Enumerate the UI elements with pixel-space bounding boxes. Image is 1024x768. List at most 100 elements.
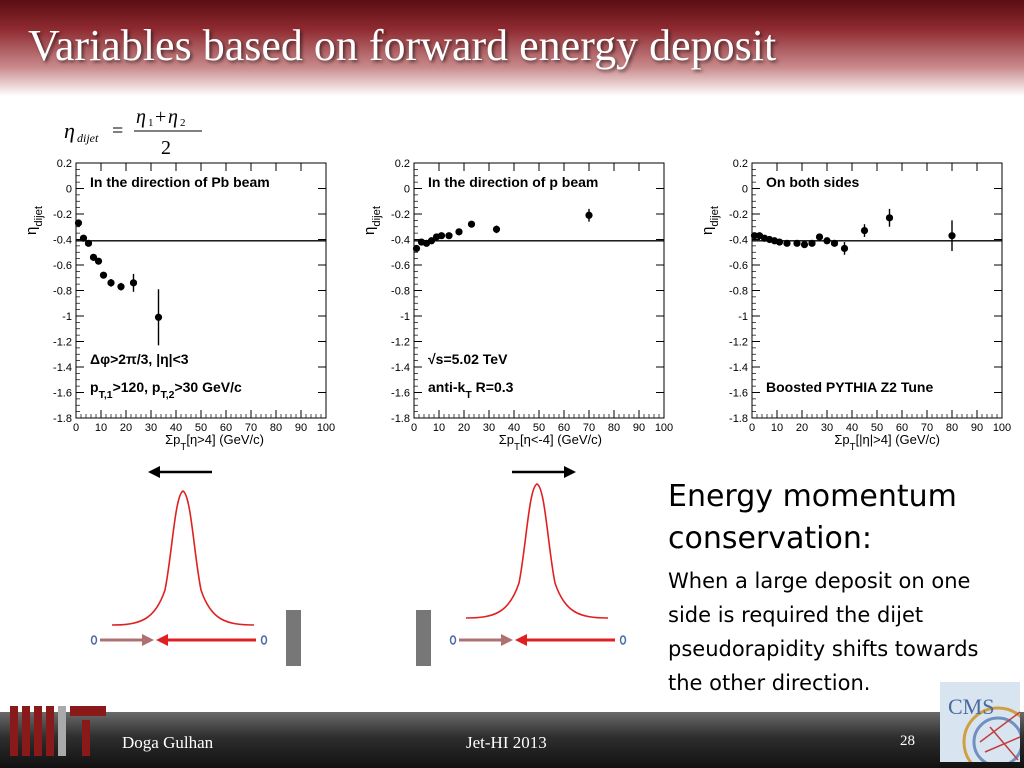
x-axis-label: ΣpT[η<-4] (GeV/c) bbox=[499, 432, 602, 453]
x-tick-label: 40 bbox=[170, 422, 182, 434]
detector-block-right bbox=[416, 610, 431, 666]
formula-num-a: η bbox=[136, 106, 146, 128]
y-tick-label: -1 bbox=[738, 311, 748, 323]
energy-deposit-curve-left bbox=[111, 490, 255, 626]
energy-deposit-curve-right bbox=[465, 483, 609, 619]
plot-pb-direction: 0.2 0 -0.2 -0.4 -0.6 -0.8 -1 -1.2 -1.4 -1.6 -1.8 0 1… bbox=[20, 155, 335, 455]
page-number: 28 bbox=[900, 733, 915, 749]
data-point bbox=[154, 313, 163, 321]
x-tick-label: 30 bbox=[483, 422, 495, 434]
x-tick-label: 50 bbox=[533, 422, 545, 434]
detector-block-left bbox=[286, 610, 301, 666]
y-tick-label: -0.4 bbox=[53, 235, 72, 247]
data-point bbox=[445, 232, 453, 240]
formula-num-a-sub: 1 bbox=[148, 117, 154, 129]
x-tick-label: 40 bbox=[846, 422, 858, 434]
x-tick-label: 30 bbox=[821, 422, 833, 434]
formula-denominator: 2 bbox=[161, 137, 171, 159]
y-tick-label: -0.8 bbox=[729, 286, 748, 298]
footer-author: Doga Gulhan bbox=[122, 733, 214, 752]
y-tick-label: -0.6 bbox=[391, 260, 410, 272]
explanation-body: When a large deposit on one side is requ… bbox=[668, 569, 979, 695]
data-point bbox=[808, 239, 816, 247]
plot-annotation: pT,1>120, pT,2>30 GeV/c bbox=[90, 379, 242, 401]
data-point bbox=[783, 239, 791, 247]
x-tick-label: 20 bbox=[120, 422, 132, 434]
plot-annotation-title: In the direction of Pb beam bbox=[90, 174, 270, 190]
data-point bbox=[455, 228, 463, 236]
x-tick-label: 70 bbox=[583, 422, 595, 434]
y-tick-label: -1 bbox=[62, 311, 72, 323]
data-point bbox=[492, 225, 501, 233]
x-tick-label: 100 bbox=[655, 422, 673, 434]
data-point bbox=[860, 226, 869, 235]
mit-logo bbox=[10, 700, 110, 758]
data-point bbox=[89, 253, 98, 261]
y-tick-label: -0.6 bbox=[729, 260, 748, 272]
x-tick-label: 0 bbox=[749, 422, 755, 434]
x-tick-label: 60 bbox=[558, 422, 570, 434]
plot-frame bbox=[751, 162, 1003, 419]
data-point bbox=[117, 283, 125, 291]
y-tick-label: 0.2 bbox=[57, 158, 72, 170]
plot-both-sides: 0.2 0 -0.2 -0.4 -0.6 -0.8 -1 -1.2 -1.4 -1.6 -1.8 0 1… bbox=[696, 155, 1011, 455]
data-point bbox=[107, 279, 115, 287]
x-tick-label: 100 bbox=[317, 422, 335, 434]
y-tick-label: -1.6 bbox=[391, 388, 410, 400]
y-tick-label: 0.2 bbox=[395, 158, 410, 170]
y-tick-label: -0.6 bbox=[53, 260, 72, 272]
data-point bbox=[823, 237, 831, 245]
eta-dijet-formula: η dijet = η 1 + η 2 2 bbox=[62, 104, 222, 160]
title-bar bbox=[0, 0, 1024, 96]
data-point bbox=[815, 233, 824, 241]
formula-equals: = bbox=[112, 120, 123, 142]
data-point bbox=[885, 214, 894, 222]
explanation-heading: Energy momentum conservation: bbox=[668, 479, 957, 556]
beam-diagram bbox=[80, 460, 640, 680]
x-tick-label: 0 bbox=[73, 422, 79, 434]
formula-num-b: η bbox=[168, 106, 178, 128]
x-tick-label: 0 bbox=[411, 422, 417, 434]
data-point bbox=[99, 271, 108, 279]
plot-annotation-title: In the direction of p beam bbox=[428, 174, 598, 190]
plot-annotation: √s=5.02 TeV bbox=[428, 351, 508, 367]
data-point bbox=[437, 232, 446, 240]
data-point bbox=[750, 232, 759, 240]
y-tick-label: -1.6 bbox=[53, 388, 72, 400]
x-tick-label: 20 bbox=[458, 422, 470, 434]
data-point bbox=[79, 234, 88, 242]
y-tick-label: 0 bbox=[404, 184, 410, 196]
data-point bbox=[467, 220, 476, 228]
y-tick-label: -0.8 bbox=[53, 286, 72, 298]
plot-annotation: Boosted PYTHIA Z2 Tune bbox=[766, 379, 933, 395]
x-tick-label: 10 bbox=[771, 422, 783, 434]
x-tick-label: 90 bbox=[295, 422, 307, 434]
y-tick-label: -0.2 bbox=[391, 209, 410, 221]
x-tick-label: 10 bbox=[433, 422, 445, 434]
y-tick-label: -1.4 bbox=[729, 362, 748, 374]
data-point bbox=[840, 244, 849, 253]
x-tick-label: 60 bbox=[220, 422, 232, 434]
y-tick-label: -1.8 bbox=[53, 413, 72, 425]
explanation-text: Energy momentum conservation: When a lar… bbox=[668, 476, 1018, 700]
beam-arrows-left bbox=[90, 634, 268, 646]
plot-frame bbox=[413, 162, 665, 419]
data-point bbox=[74, 219, 83, 227]
y-tick-label: -0.4 bbox=[391, 235, 410, 247]
formula-lhs-symbol: η bbox=[64, 118, 75, 143]
plot-annotation-title: On both sides bbox=[766, 174, 860, 190]
pb-direction-arrow bbox=[148, 466, 212, 478]
formula-lhs-sub: dijet bbox=[77, 131, 99, 145]
formula-plus: + bbox=[155, 106, 166, 128]
x-tick-label: 100 bbox=[993, 422, 1011, 434]
x-tick-label: 90 bbox=[633, 422, 645, 434]
y-tick-label: -1.4 bbox=[53, 362, 72, 374]
x-tick-label: 50 bbox=[195, 422, 207, 434]
formula-num-b-sub: 2 bbox=[180, 117, 186, 129]
y-tick-label: -0.2 bbox=[53, 209, 72, 221]
y-tick-label: -1.4 bbox=[391, 362, 410, 374]
y-tick-label: -1.2 bbox=[729, 337, 748, 349]
data-point bbox=[129, 279, 138, 287]
data-point bbox=[948, 232, 956, 240]
x-axis-label: ΣpT[|η|>4] (GeV/c) bbox=[834, 432, 940, 453]
